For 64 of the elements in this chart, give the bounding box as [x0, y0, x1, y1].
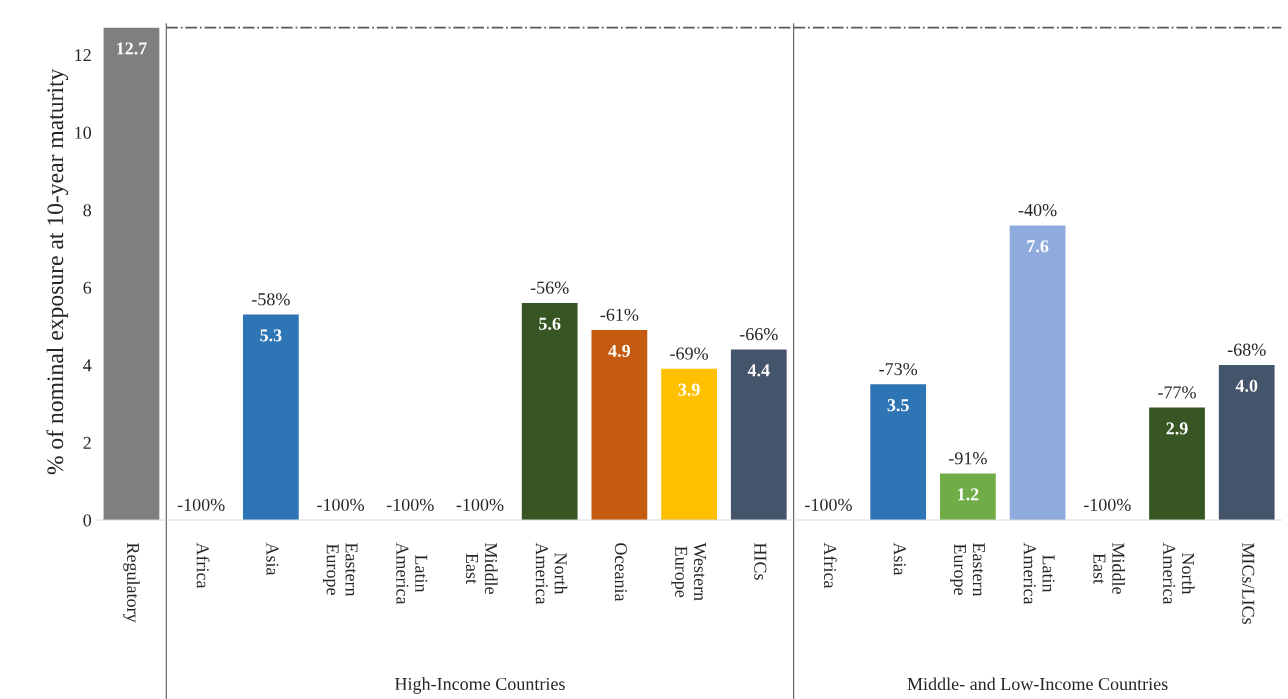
y-tick-label: 8 [83, 204, 92, 217]
data-label: 5.3 [260, 329, 282, 342]
y-tick-label: 12 [75, 49, 91, 62]
bar [870, 384, 927, 521]
x-tick-label: Asia [893, 542, 906, 576]
x-tick-label: Latin America [396, 542, 428, 605]
bar [521, 302, 578, 521]
y-tick-label: 2 [83, 436, 91, 449]
x-tick-label: Africa [196, 542, 210, 589]
bar [730, 349, 787, 521]
bar [1218, 364, 1275, 521]
y-tick-label: 4 [83, 359, 92, 372]
x-tick-label: Western Europe [671, 542, 706, 601]
bar [661, 368, 717, 521]
x-axis-title: High-Income Countries [394, 677, 565, 694]
x-tick-label: HICs [754, 542, 767, 580]
x-tick-label: Eastern Europe [950, 542, 985, 597]
annotation: -100% [386, 498, 434, 511]
x-tick-label: North America [535, 542, 568, 605]
data-label: 4.0 [1235, 379, 1258, 392]
y-tick-label: 0 [83, 514, 92, 527]
annotation: -40% [1018, 203, 1057, 217]
x-tick-label: MICs/LICs [1242, 542, 1255, 624]
bar [591, 330, 648, 521]
bar [1149, 407, 1205, 521]
data-label: 2.9 [1166, 422, 1188, 435]
x-tick-label: Africa [823, 542, 837, 589]
x-tick-label: Asia [266, 542, 279, 576]
x-tick-label: Eastern Europe [322, 542, 358, 597]
annotation: -100% [317, 498, 365, 511]
x-tick-label: Oceania [614, 543, 627, 602]
annotation: -77% [1158, 386, 1196, 399]
annotation: -100% [456, 498, 504, 511]
data-label: 7.6 [1027, 240, 1049, 253]
bar [940, 473, 996, 521]
data-label: 3.9 [678, 383, 700, 396]
annotation: -73% [879, 362, 918, 376]
annotation: -56% [530, 281, 569, 294]
bar [242, 314, 299, 521]
data-label: 12.7 [117, 42, 147, 55]
y-tick-label: 6 [83, 281, 92, 294]
annotation: -100% [805, 498, 852, 511]
annotation: -61% [600, 308, 639, 321]
x-tick-label: Middle East [466, 542, 498, 594]
bar [1009, 225, 1066, 521]
annotation: -69% [670, 347, 709, 360]
x-tick-label: Middle East [1093, 542, 1125, 594]
data-label: 4.9 [608, 344, 631, 358]
x-tick-label: Latin America [1023, 542, 1055, 605]
annotation: -58% [251, 293, 290, 306]
annotation: -66% [739, 328, 778, 341]
data-label: 4.4 [747, 364, 770, 377]
x-tick-label: Regulatory [123, 542, 140, 623]
annotation: -91% [949, 452, 987, 465]
annotation: -68% [1227, 343, 1266, 356]
annotation: -100% [1083, 498, 1131, 511]
data-label: 3.5 [887, 399, 909, 412]
data-label: 5.6 [539, 317, 561, 330]
annotation: -100% [177, 498, 225, 511]
y-tick-label: 10 [75, 126, 92, 139]
y-axis-title: % of nominal exposure at 10-year maturity [46, 68, 69, 475]
data-label: 1.2 [958, 488, 979, 501]
x-tick-label: North America [1163, 542, 1195, 605]
x-axis-title: Middle- and Low-Income Countries [907, 677, 1168, 691]
